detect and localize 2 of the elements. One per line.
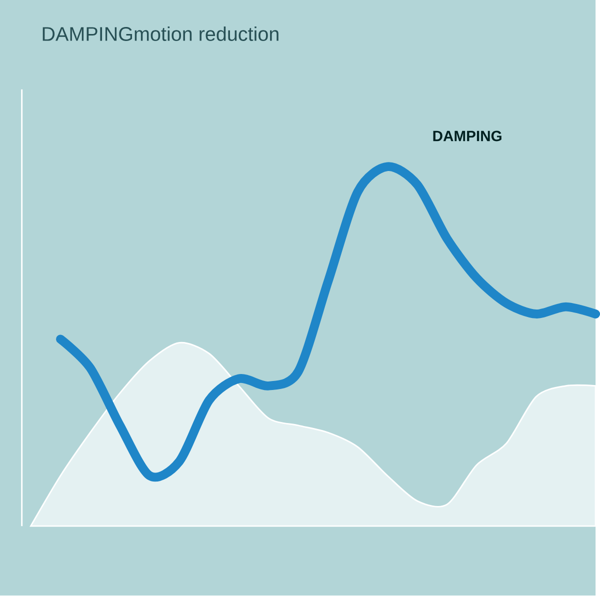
text: DAMPING bbox=[433, 130, 502, 142]
chart-title: DAMPINGmotion reduction bbox=[42, 26, 278, 42]
